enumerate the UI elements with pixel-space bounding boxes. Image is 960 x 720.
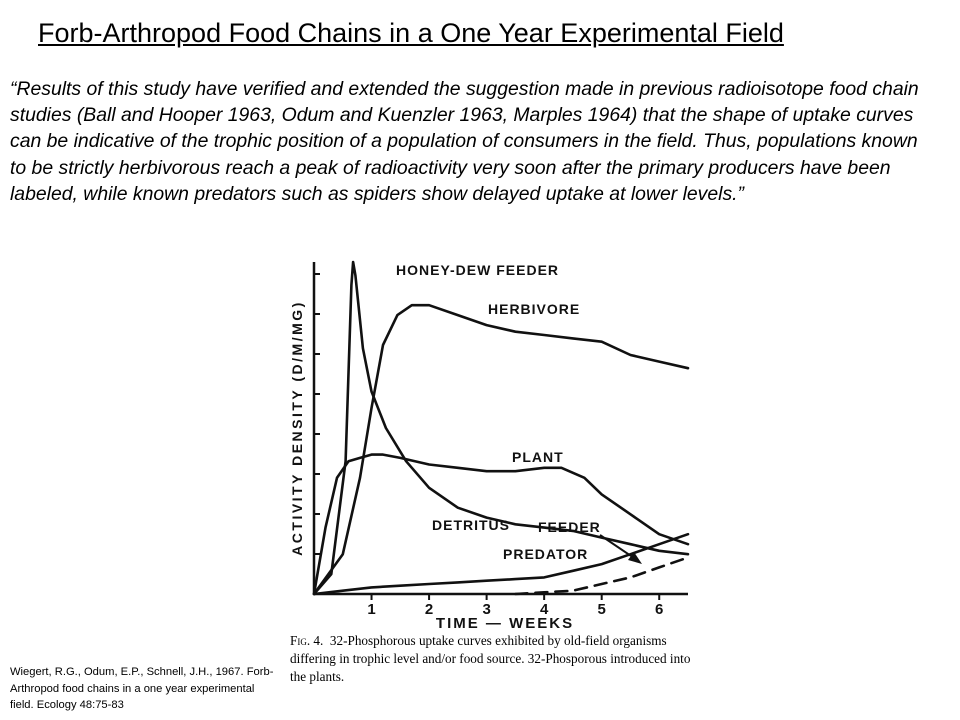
figure-caption: Fig. 4. 32-Phosphorous uptake curves exh… [290,632,700,686]
series-predator [514,556,690,596]
chart-series [312,260,690,596]
figure-caption-text: 32-Phosphorous uptake curves exhibited b… [290,633,691,684]
x-tick-label: 6 [655,601,663,618]
x-tick-label: 2 [425,601,433,618]
series-honey-dew-feeder [312,260,690,596]
feeder-arrowhead [628,552,642,564]
series-detritus-feeder [312,532,690,596]
chart-axes: 1 2 3 4 5 6 TIME — WEEKS ACTIVITY DENSITY (D/M/… [289,262,688,632]
x-tick-label: 1 [367,601,375,618]
series-plant [312,453,690,596]
series-label: FEEDER [538,519,601,535]
chart-labels: HONEY-DEW FEEDER HERBIVORE PLANT DETRITUS FE… [396,262,601,562]
x-tick-label: 4 [540,601,549,618]
study-quote: “Results of this study have verified and… [10,78,919,205]
series-herbivore [312,303,690,596]
x-tick-label: 5 [598,601,606,618]
x-tick-label: 3 [482,601,490,618]
series-label: HONEY-DEW FEEDER [396,262,559,278]
citation: Wiegert, R.G., Odum, E.P., Schnell, J.H.… [10,666,274,711]
x-axis-title: TIME — WEEKS [436,615,574,632]
series-label: PREDATOR [503,546,588,562]
figure-caption-label: Fig. 4. [290,633,324,648]
y-axis-title: ACTIVITY DENSITY (D/M/MG) [289,300,305,556]
feeder-arrow [599,534,638,561]
slide-title: Forb-Arthropod Food Chains in a One Year… [38,18,784,48]
series-label: HERBIVORE [488,301,580,317]
series-label: PLANT [512,449,564,465]
series-label: DETRITUS [432,517,510,533]
